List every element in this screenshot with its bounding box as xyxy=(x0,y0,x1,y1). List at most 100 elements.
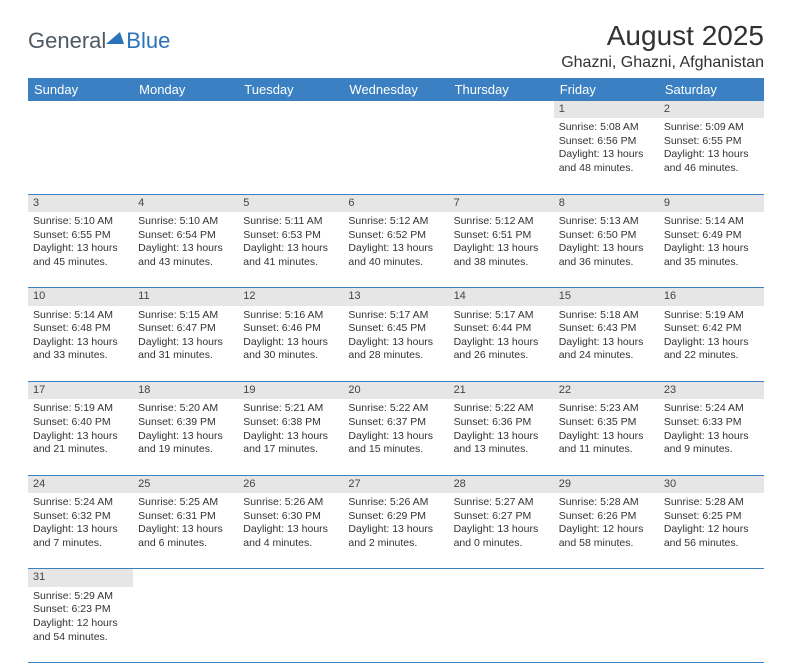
daylight-line: Daylight: 13 hours and 33 minutes. xyxy=(33,336,128,363)
day-cell: Sunrise: 5:28 AMSunset: 6:25 PMDaylight:… xyxy=(659,493,764,569)
day-cell: Sunrise: 5:27 AMSunset: 6:27 PMDaylight:… xyxy=(449,493,554,569)
day-cell: Sunrise: 5:24 AMSunset: 6:32 PMDaylight:… xyxy=(28,493,133,569)
daylight-line: Daylight: 13 hours and 48 minutes. xyxy=(559,148,654,175)
daynum-cell: 8 xyxy=(554,194,659,212)
week-1-daynum-row: 3456789 xyxy=(28,194,764,212)
sunset-line: Sunset: 6:45 PM xyxy=(348,322,443,336)
daylight-line: Daylight: 13 hours and 38 minutes. xyxy=(454,242,549,269)
daynum-cell xyxy=(133,569,238,587)
sunrise-line: Sunrise: 5:20 AM xyxy=(138,402,233,416)
day-cell xyxy=(238,587,343,663)
week-1-row: Sunrise: 5:10 AMSunset: 6:55 PMDaylight:… xyxy=(28,212,764,288)
week-5-row: Sunrise: 5:29 AMSunset: 6:23 PMDaylight:… xyxy=(28,587,764,663)
sunset-line: Sunset: 6:52 PM xyxy=(348,229,443,243)
daynum-cell: 16 xyxy=(659,288,764,306)
day-cell: Sunrise: 5:15 AMSunset: 6:47 PMDaylight:… xyxy=(133,306,238,382)
day-cell: Sunrise: 5:17 AMSunset: 6:44 PMDaylight:… xyxy=(449,306,554,382)
daynum-cell: 22 xyxy=(554,382,659,400)
day-cell: Sunrise: 5:12 AMSunset: 6:52 PMDaylight:… xyxy=(343,212,448,288)
sunrise-line: Sunrise: 5:16 AM xyxy=(243,309,338,323)
day-cell: Sunrise: 5:20 AMSunset: 6:39 PMDaylight:… xyxy=(133,399,238,475)
daylight-line: Daylight: 13 hours and 26 minutes. xyxy=(454,336,549,363)
day-header-row: SundayMondayTuesdayWednesdayThursdayFrid… xyxy=(28,78,764,101)
day-cell: Sunrise: 5:25 AMSunset: 6:31 PMDaylight:… xyxy=(133,493,238,569)
day-cell: Sunrise: 5:22 AMSunset: 6:36 PMDaylight:… xyxy=(449,399,554,475)
calendar-head: SundayMondayTuesdayWednesdayThursdayFrid… xyxy=(28,78,764,101)
daylight-line: Daylight: 13 hours and 2 minutes. xyxy=(348,523,443,550)
day-cell: Sunrise: 5:17 AMSunset: 6:45 PMDaylight:… xyxy=(343,306,448,382)
daynum-cell: 26 xyxy=(238,475,343,493)
sunrise-line: Sunrise: 5:23 AM xyxy=(559,402,654,416)
daylight-line: Daylight: 13 hours and 9 minutes. xyxy=(664,430,759,457)
day-cell: Sunrise: 5:18 AMSunset: 6:43 PMDaylight:… xyxy=(554,306,659,382)
sunrise-line: Sunrise: 5:19 AM xyxy=(664,309,759,323)
day-header-sunday: Sunday xyxy=(28,78,133,101)
day-cell: Sunrise: 5:19 AMSunset: 6:40 PMDaylight:… xyxy=(28,399,133,475)
calendar-body: 12Sunrise: 5:08 AMSunset: 6:56 PMDayligh… xyxy=(28,101,764,663)
daynum-cell: 12 xyxy=(238,288,343,306)
daynum-cell: 21 xyxy=(449,382,554,400)
day-cell: Sunrise: 5:22 AMSunset: 6:37 PMDaylight:… xyxy=(343,399,448,475)
daylight-line: Daylight: 13 hours and 30 minutes. xyxy=(243,336,338,363)
sunrise-line: Sunrise: 5:26 AM xyxy=(348,496,443,510)
week-0-row: Sunrise: 5:08 AMSunset: 6:56 PMDaylight:… xyxy=(28,118,764,194)
daynum-cell xyxy=(28,101,133,118)
day-cell xyxy=(449,118,554,194)
sunset-line: Sunset: 6:30 PM xyxy=(243,510,338,524)
daylight-line: Daylight: 13 hours and 28 minutes. xyxy=(348,336,443,363)
sunrise-line: Sunrise: 5:22 AM xyxy=(348,402,443,416)
daynum-cell: 18 xyxy=(133,382,238,400)
sunrise-line: Sunrise: 5:13 AM xyxy=(559,215,654,229)
week-0-daynum-row: 12 xyxy=(28,101,764,118)
week-3-row: Sunrise: 5:19 AMSunset: 6:40 PMDaylight:… xyxy=(28,399,764,475)
sunset-line: Sunset: 6:43 PM xyxy=(559,322,654,336)
day-cell: Sunrise: 5:10 AMSunset: 6:55 PMDaylight:… xyxy=(28,212,133,288)
daylight-line: Daylight: 13 hours and 35 minutes. xyxy=(664,242,759,269)
week-2-daynum-row: 10111213141516 xyxy=(28,288,764,306)
daylight-line: Daylight: 13 hours and 43 minutes. xyxy=(138,242,233,269)
daylight-line: Daylight: 13 hours and 24 minutes. xyxy=(559,336,654,363)
daynum-cell: 25 xyxy=(133,475,238,493)
sunset-line: Sunset: 6:47 PM xyxy=(138,322,233,336)
sunset-line: Sunset: 6:56 PM xyxy=(559,135,654,149)
sunset-line: Sunset: 6:29 PM xyxy=(348,510,443,524)
logo: General Blue xyxy=(28,28,170,54)
daynum-cell: 11 xyxy=(133,288,238,306)
day-cell: Sunrise: 5:21 AMSunset: 6:38 PMDaylight:… xyxy=(238,399,343,475)
day-cell: Sunrise: 5:29 AMSunset: 6:23 PMDaylight:… xyxy=(28,587,133,663)
sunset-line: Sunset: 6:40 PM xyxy=(33,416,128,430)
sunrise-line: Sunrise: 5:12 AM xyxy=(454,215,549,229)
daylight-line: Daylight: 13 hours and 13 minutes. xyxy=(454,430,549,457)
day-cell: Sunrise: 5:10 AMSunset: 6:54 PMDaylight:… xyxy=(133,212,238,288)
sunset-line: Sunset: 6:55 PM xyxy=(664,135,759,149)
daynum-cell: 27 xyxy=(343,475,448,493)
day-cell: Sunrise: 5:19 AMSunset: 6:42 PMDaylight:… xyxy=(659,306,764,382)
daylight-line: Daylight: 13 hours and 21 minutes. xyxy=(33,430,128,457)
sunrise-line: Sunrise: 5:08 AM xyxy=(559,121,654,135)
daynum-cell: 17 xyxy=(28,382,133,400)
sunrise-line: Sunrise: 5:15 AM xyxy=(138,309,233,323)
daynum-cell: 5 xyxy=(238,194,343,212)
daylight-line: Daylight: 13 hours and 0 minutes. xyxy=(454,523,549,550)
daynum-cell: 31 xyxy=(28,569,133,587)
sunset-line: Sunset: 6:50 PM xyxy=(559,229,654,243)
daynum-cell: 6 xyxy=(343,194,448,212)
daynum-cell: 20 xyxy=(343,382,448,400)
week-4-daynum-row: 24252627282930 xyxy=(28,475,764,493)
sunrise-line: Sunrise: 5:10 AM xyxy=(138,215,233,229)
daynum-cell: 14 xyxy=(449,288,554,306)
sunset-line: Sunset: 6:23 PM xyxy=(33,603,128,617)
sunrise-line: Sunrise: 5:21 AM xyxy=(243,402,338,416)
daylight-line: Daylight: 13 hours and 45 minutes. xyxy=(33,242,128,269)
daynum-cell: 15 xyxy=(554,288,659,306)
sunset-line: Sunset: 6:32 PM xyxy=(33,510,128,524)
sunset-line: Sunset: 6:33 PM xyxy=(664,416,759,430)
location-text: Ghazni, Ghazni, Afghanistan xyxy=(561,54,764,72)
sunrise-line: Sunrise: 5:24 AM xyxy=(33,496,128,510)
sunrise-line: Sunrise: 5:12 AM xyxy=(348,215,443,229)
sunrise-line: Sunrise: 5:10 AM xyxy=(33,215,128,229)
sunset-line: Sunset: 6:39 PM xyxy=(138,416,233,430)
sunset-line: Sunset: 6:35 PM xyxy=(559,416,654,430)
daynum-cell: 29 xyxy=(554,475,659,493)
daynum-cell xyxy=(238,101,343,118)
